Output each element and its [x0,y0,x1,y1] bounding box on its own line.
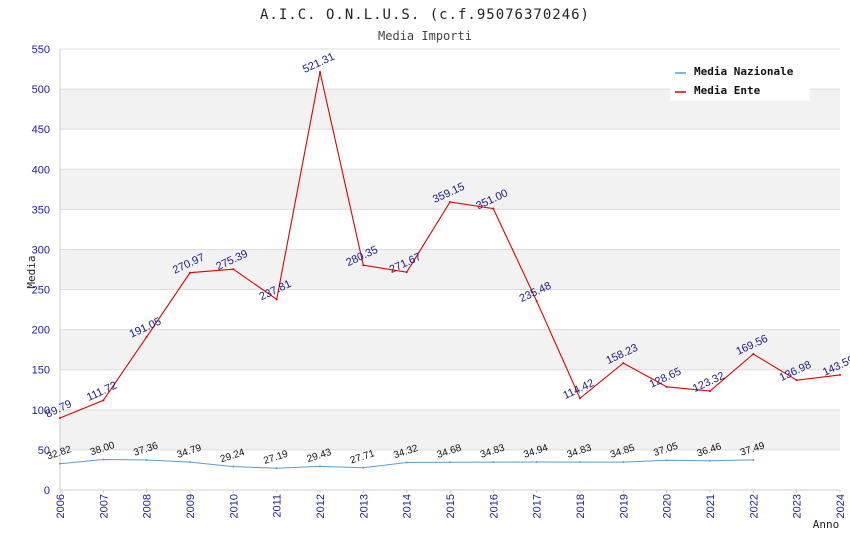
data-point-media-ente [319,71,321,74]
y-tick-label: 400 [32,164,50,176]
data-point-media-ente [102,399,105,402]
y-tick-label: 150 [32,365,50,377]
data-label-media-ente: 111.72 [85,379,119,403]
data-point-media-nazionale [579,461,581,464]
data-point-media-nazionale [665,459,668,462]
y-tick-label: 50 [38,445,50,457]
data-point-media-nazionale [59,462,61,465]
y-tick-label: 0 [44,485,50,497]
series-line-media-nazionale [59,458,754,469]
data-point-media-nazionale [275,467,278,470]
x-tick-label: 2006 [55,494,67,518]
y-tick-label: 550 [32,44,50,56]
data-point-media-nazionale [535,460,538,463]
y-axis-label: Media [25,255,38,288]
data-point-media-ente [405,271,408,274]
data-point-media-nazionale [405,461,408,464]
data-point-media-ente [492,207,495,210]
data-point-media-nazionale [492,461,495,464]
grid-band [60,329,840,370]
y-tick-label: 500 [32,84,50,96]
data-point-media-ente [622,362,625,365]
x-tick-label: 2021 [705,494,717,518]
data-point-media-ente [535,300,538,303]
data-point-media-nazionale [232,465,235,468]
data-point-media-ente [449,201,451,204]
x-tick-label: 2014 [402,494,414,518]
data-point-media-ente [795,379,798,382]
y-tick-label: 100 [32,405,50,417]
data-point-media-nazionale [102,458,105,461]
data-point-media-ente [232,268,235,271]
data-label-media-nazionale: 27.71 [349,448,377,466]
data-point-media-ente [752,353,755,356]
x-tick-label: 2024 [835,494,847,518]
x-tick-label: 2011 [272,494,284,518]
legend-label-media-nazionale: Media Nazionale [694,65,794,78]
data-label-media-ente: 114.42 [561,377,596,402]
grid-band [60,249,840,290]
y-tick-label: 200 [32,325,50,337]
x-axis-label: Anno [813,518,840,531]
x-tick-label: 2016 [488,494,500,518]
data-point-media-nazionale [449,461,451,464]
chart-subtitle: Media Importi [378,29,472,43]
legend-label-media-ente: Media Ente [694,84,761,97]
y-tick-label: 300 [32,244,50,256]
data-point-media-ente [59,417,61,420]
data-point-media-nazionale [145,459,148,462]
data-point-media-nazionale [752,458,755,461]
x-tick-label: 2008 [142,494,154,518]
data-point-media-ente [579,397,581,400]
data-point-media-nazionale [709,459,711,462]
data-point-media-nazionale [362,466,365,469]
y-tick-label: 250 [32,285,50,297]
data-label-media-ente: 521.31 [301,51,337,76]
data-point-media-ente [362,264,365,267]
x-tick-label: 2013 [358,494,370,518]
data-point-media-ente [189,271,191,274]
data-point-media-ente [275,298,278,301]
x-tick-label: 2019 [618,494,630,518]
x-tick-label: 2017 [532,494,544,518]
chart-title: A.I.C. O.N.L.U.S. (c.f.95076370246) [260,7,590,23]
grid-bands [60,89,840,450]
data-point-media-ente [145,335,148,338]
x-tick-label: 2020 [662,494,674,518]
x-tick-label: 2015 [445,494,457,518]
x-tick-label: 2012 [315,494,327,518]
y-tick-label: 350 [32,204,50,216]
data-label-media-nazionale: 27.19 [262,449,290,467]
y-tick-label: 450 [32,124,50,136]
y-axis-ticks: 0 50 100 150 200 250 300 350 400 450 500 550 [32,44,50,497]
data-point-media-ente [665,385,668,388]
x-tick-label: 2007 [98,494,110,518]
legend-box [670,60,810,101]
data-point-media-nazionale [189,461,191,464]
grid-lines [60,48,840,491]
x-tick-label: 2009 [185,494,197,518]
data-point-media-ente [839,373,841,376]
data-point-media-ente [709,390,711,393]
x-axis-ticks: 2006 2007 2008 2009 2010 2011 2012 2013 2014 2015… [55,490,847,518]
grid-band [60,409,840,450]
series-layer [59,71,841,470]
data-point-media-nazionale [622,461,625,464]
x-tick-label: 2010 [228,494,240,518]
data-point-media-nazionale [319,465,321,468]
x-tick-label: 2023 [792,494,804,518]
x-tick-label: 2018 [575,494,587,518]
x-tick-label: 2022 [748,494,760,518]
legend: Media Nazionale Media Ente [670,60,810,101]
